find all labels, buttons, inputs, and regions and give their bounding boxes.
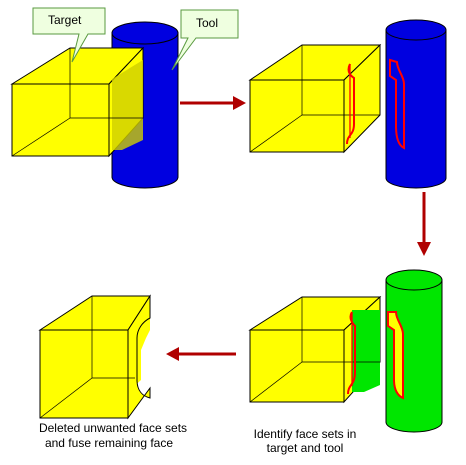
target-callout: Target (32, 7, 106, 63)
step3-target-box (248, 295, 382, 404)
step3-tool-inner-face (387, 311, 404, 400)
step1-tool-cylinder (111, 21, 179, 189)
step2-target-box (248, 43, 382, 154)
caption-deleted-line1: Deleted unwanted face sets (39, 421, 187, 435)
target-label: Target (48, 13, 82, 27)
step4-fused-box (38, 294, 151, 420)
arrow-right-1 (180, 96, 246, 110)
arrow-down (417, 192, 431, 256)
arrow-left (166, 347, 236, 361)
step3-identify-face-sets: Identify face sets in target and tool (248, 269, 443, 455)
tool-label: Tool (196, 16, 218, 30)
step1-target-box (10, 46, 145, 158)
caption-identify-line2: target and tool (267, 441, 344, 455)
step1-target-and-tool: Target Tool (10, 7, 239, 189)
caption-identify-line1: Identify face sets in (254, 427, 357, 441)
step2-tool-cylinder (385, 19, 447, 189)
tool-callout: Tool (171, 9, 239, 71)
step4-result: Deleted unwanted face sets and fuse rema… (38, 294, 187, 450)
step2-intersection-curves (248, 19, 447, 189)
caption-deleted-line2: and fuse remaining face (45, 436, 173, 450)
